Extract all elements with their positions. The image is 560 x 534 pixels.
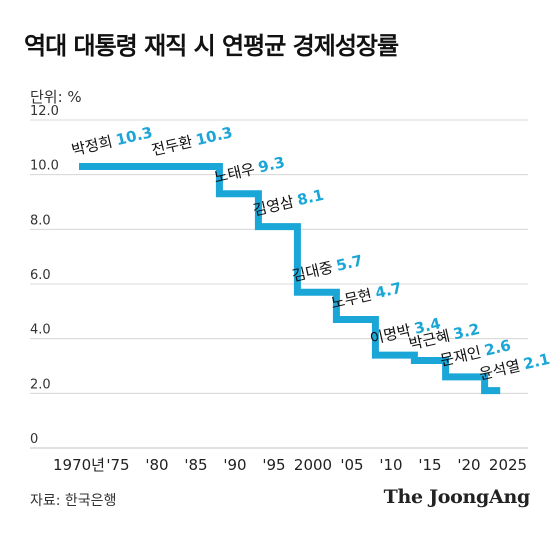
chart-title: 역대 대통령 재직 시 연평균 경제성장률	[24, 32, 399, 60]
president-name: 전두환	[150, 132, 195, 159]
x-tick-label: '75	[106, 456, 129, 474]
y-tick-label: 0	[30, 432, 38, 447]
brand-logo: The JoongAng	[383, 486, 531, 508]
growth-value: 10.3	[194, 123, 234, 149]
x-tick-label: 1970년	[53, 456, 105, 474]
x-tick-label: '05	[340, 456, 363, 474]
president-label: 박정희10.3	[70, 123, 154, 159]
y-tick-label: 6.0	[30, 268, 51, 283]
y-axis-ticks: 12.0 10.0 8.0 6.0 4.0 2.0 0	[30, 104, 59, 447]
y-tick-label: 2.0	[30, 377, 51, 392]
x-tick-label: '95	[262, 456, 285, 474]
president-name: 박정희	[70, 133, 114, 160]
growth-value: 4.7	[373, 279, 403, 303]
growth-value: 3.2	[451, 320, 481, 344]
unit-label: 단위: %	[30, 88, 82, 106]
president-label: 김영삼8.1	[251, 186, 325, 220]
president-labels: 박정희10.3전두환10.3노태우9.3김영삼8.1김대중5.7노무현4.7이명…	[70, 123, 552, 383]
y-tick-label: 10.0	[30, 159, 59, 174]
x-tick-label: 2025	[489, 456, 527, 474]
president-name: 윤석열	[477, 357, 521, 384]
growth-value: 10.3	[114, 123, 154, 149]
president-label: 전두환10.3	[150, 123, 234, 159]
president-label: 김대중5.7	[290, 251, 364, 285]
x-tick-label: '80	[145, 456, 168, 474]
y-tick-label: 8.0	[30, 213, 51, 228]
source-note: 자료: 한국은행	[30, 493, 117, 509]
growth-value: 8.1	[295, 186, 325, 210]
grid-lines	[30, 119, 528, 449]
x-tick-label: '10	[379, 456, 402, 474]
x-axis-ticks: 1970년 '75 '80 '85 '90 '95 2000 '05 '10 '15 '20 2025	[53, 456, 527, 474]
x-tick-label: '85	[184, 456, 207, 474]
growth-value: 2.1	[522, 350, 552, 374]
growth-step-line	[79, 162, 501, 395]
x-tick-label: '20	[457, 456, 480, 474]
president-label: 노태우9.3	[212, 153, 286, 187]
growth-value: 3.4	[412, 314, 442, 338]
president-label: 문재인2.6	[438, 336, 512, 370]
growth-value: 9.3	[256, 153, 286, 177]
x-tick-label: '15	[418, 456, 441, 474]
y-tick-label: 12.0	[30, 104, 59, 119]
growth-value: 2.6	[483, 336, 513, 360]
president-name: 문재인	[438, 343, 482, 370]
y-tick-label: 4.0	[30, 323, 51, 338]
x-tick-label: 2000	[294, 456, 332, 474]
x-tick-label: '90	[223, 456, 246, 474]
growth-value: 5.7	[334, 251, 364, 275]
